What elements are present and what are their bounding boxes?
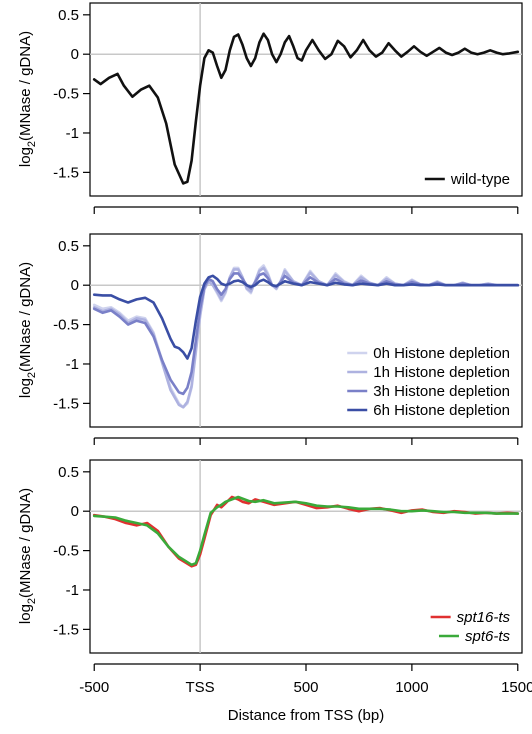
x-tick-label: -500 [79, 679, 109, 696]
panel-wild-type: 0.5 0 -0.5 -1 -1.5 wild-type log2(MNase / gD… [17, 2, 523, 214]
ylabel-prefix: log [17, 604, 34, 624]
series-lines [92, 32, 520, 185]
x-axis-ticks [93, 437, 519, 445]
panel-histone-depletion: 0.5 0 -0.5 -1 -1.5 0h Histone depletion 1h Hi… [17, 233, 523, 445]
series-lines [92, 495, 520, 568]
y-tick-label: 0 [71, 46, 79, 63]
y-axis-label: log2(MNase / gDNA) [17, 31, 38, 167]
x-tick-label: 1500 [501, 679, 532, 696]
legend-label: spt6-ts [465, 628, 511, 645]
legend-label: 0h Histone depletion [373, 345, 510, 362]
legend-label: 1h Histone depletion [373, 364, 510, 381]
y-tick-label: -0.5 [53, 317, 79, 334]
y-axis: 0.5 0 -0.5 -1 -1.5 [53, 464, 90, 638]
y-tick-label: 0 [71, 503, 79, 520]
x-axis: -500 TSS 500 1000 1500 [79, 663, 532, 696]
y-tick-label: -0.5 [53, 86, 79, 103]
series-line [92, 32, 520, 185]
y-tick-label: -0.5 [53, 543, 79, 560]
ylabel-rest: (MNase / gDNA) [17, 262, 34, 372]
x-tick-label: TSS [186, 679, 215, 696]
panel-spt-mutants: 0.5 0 -0.5 -1 -1.5 -500 TSS 500 1000 1500 spt16-… [17, 459, 532, 724]
plot-frame [89, 233, 523, 428]
grid-lines [90, 3, 522, 196]
legend-label: spt16-ts [457, 609, 511, 626]
ylabel-rest: (MNase / gDNA) [17, 31, 34, 141]
ylabel-subscript: 2 [26, 598, 38, 604]
y-tick-label: 0 [71, 277, 79, 294]
y-tick-label: -1 [66, 125, 79, 142]
plot-frame [89, 459, 523, 654]
x-axis-ticks [93, 206, 519, 214]
x-axis-label: Distance from TSS (bp) [228, 707, 384, 724]
y-tick-label: -1.5 [53, 164, 79, 181]
plot-frame [89, 2, 523, 197]
legend: spt16-ts spt6-ts [430, 609, 511, 645]
series-lines [92, 264, 520, 409]
legend: wild-type [424, 171, 510, 188]
ylabel-prefix: log [17, 378, 34, 398]
legend-label: 6h Histone depletion [373, 402, 510, 419]
y-axis-label: log2(MNase / gDNA) [17, 488, 38, 624]
x-tick-label: 1000 [395, 679, 428, 696]
series-line [92, 495, 520, 567]
y-tick-label: -1 [66, 356, 79, 373]
y-axis-label: log2(MNase / gDNA) [17, 262, 38, 398]
y-axis: 0.5 0 -0.5 -1 -1.5 [53, 238, 90, 412]
y-tick-label: -1 [66, 582, 79, 599]
series-line [92, 274, 520, 360]
y-axis: 0.5 0 -0.5 -1 -1.5 [53, 7, 90, 181]
y-tick-label: 0.5 [58, 238, 79, 255]
ylabel-subscript: 2 [26, 372, 38, 378]
y-tick-label: 0.5 [58, 7, 79, 24]
y-tick-label: -1.5 [53, 395, 79, 412]
ylabel-subscript: 2 [26, 141, 38, 147]
legend: 0h Histone depletion 1h Histone depletion… [347, 345, 510, 419]
legend-label: wild-type [450, 171, 510, 188]
y-tick-label: 0.5 [58, 464, 79, 481]
y-tick-label: -1.5 [53, 621, 79, 638]
x-tick-label: 500 [293, 679, 318, 696]
ylabel-rest: (MNase / gDNA) [17, 488, 34, 598]
ylabel-prefix: log [17, 147, 34, 167]
legend-label: 3h Histone depletion [373, 383, 510, 400]
